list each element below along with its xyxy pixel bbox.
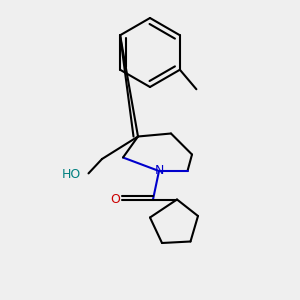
Text: HO: HO [62, 168, 81, 182]
Text: O: O [111, 193, 120, 206]
Text: N: N [154, 164, 164, 178]
